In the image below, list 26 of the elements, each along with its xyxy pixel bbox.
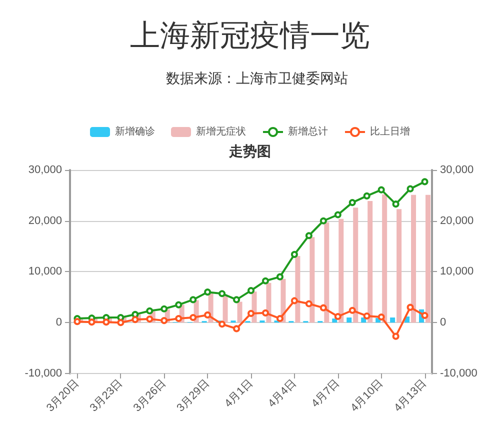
legend-label: 比上日增 bbox=[370, 126, 410, 138]
y-tick-label: 0 bbox=[56, 316, 62, 329]
y-tick-label: 30,000 bbox=[28, 164, 62, 176]
x-tick-label: 4月1日 bbox=[222, 377, 256, 410]
y2-tick-label: 30,000 bbox=[440, 164, 474, 176]
source-note: 数据来源：上海市卫健委网站 bbox=[166, 71, 348, 87]
x-tick-label: 3月29日 bbox=[174, 377, 212, 414]
legend-label: 新增确诊 bbox=[115, 126, 155, 138]
y2-tick-label: 0 bbox=[440, 316, 446, 329]
chart-subtitle: 走势图 bbox=[228, 144, 271, 160]
x-tick-label: 4月7日 bbox=[309, 377, 342, 410]
x-tick-label: 3月23日 bbox=[88, 377, 125, 414]
y2-tick-label: 10,000 bbox=[440, 266, 474, 278]
x-tick-label: 3月20日 bbox=[44, 377, 82, 414]
chart-title: 上海新冠疫情一览 bbox=[130, 18, 370, 54]
x-tick-label: 4月10日 bbox=[348, 377, 386, 414]
x-tick-label: 3月26日 bbox=[131, 377, 168, 414]
y2-tick-label: 20,000 bbox=[440, 214, 474, 227]
x-tick-label: 4月13日 bbox=[392, 377, 430, 414]
x-tick-label: 4月4日 bbox=[266, 377, 299, 410]
y-tick-label: 20,000 bbox=[28, 214, 62, 227]
y-tick-label: 10,000 bbox=[28, 266, 62, 278]
y2-tick-label: -10,000 bbox=[440, 367, 478, 380]
y-tick-label: -10,000 bbox=[24, 367, 62, 380]
legend-label: 新增总计 bbox=[288, 126, 328, 138]
legend-label: 新增无症状 bbox=[196, 126, 246, 138]
